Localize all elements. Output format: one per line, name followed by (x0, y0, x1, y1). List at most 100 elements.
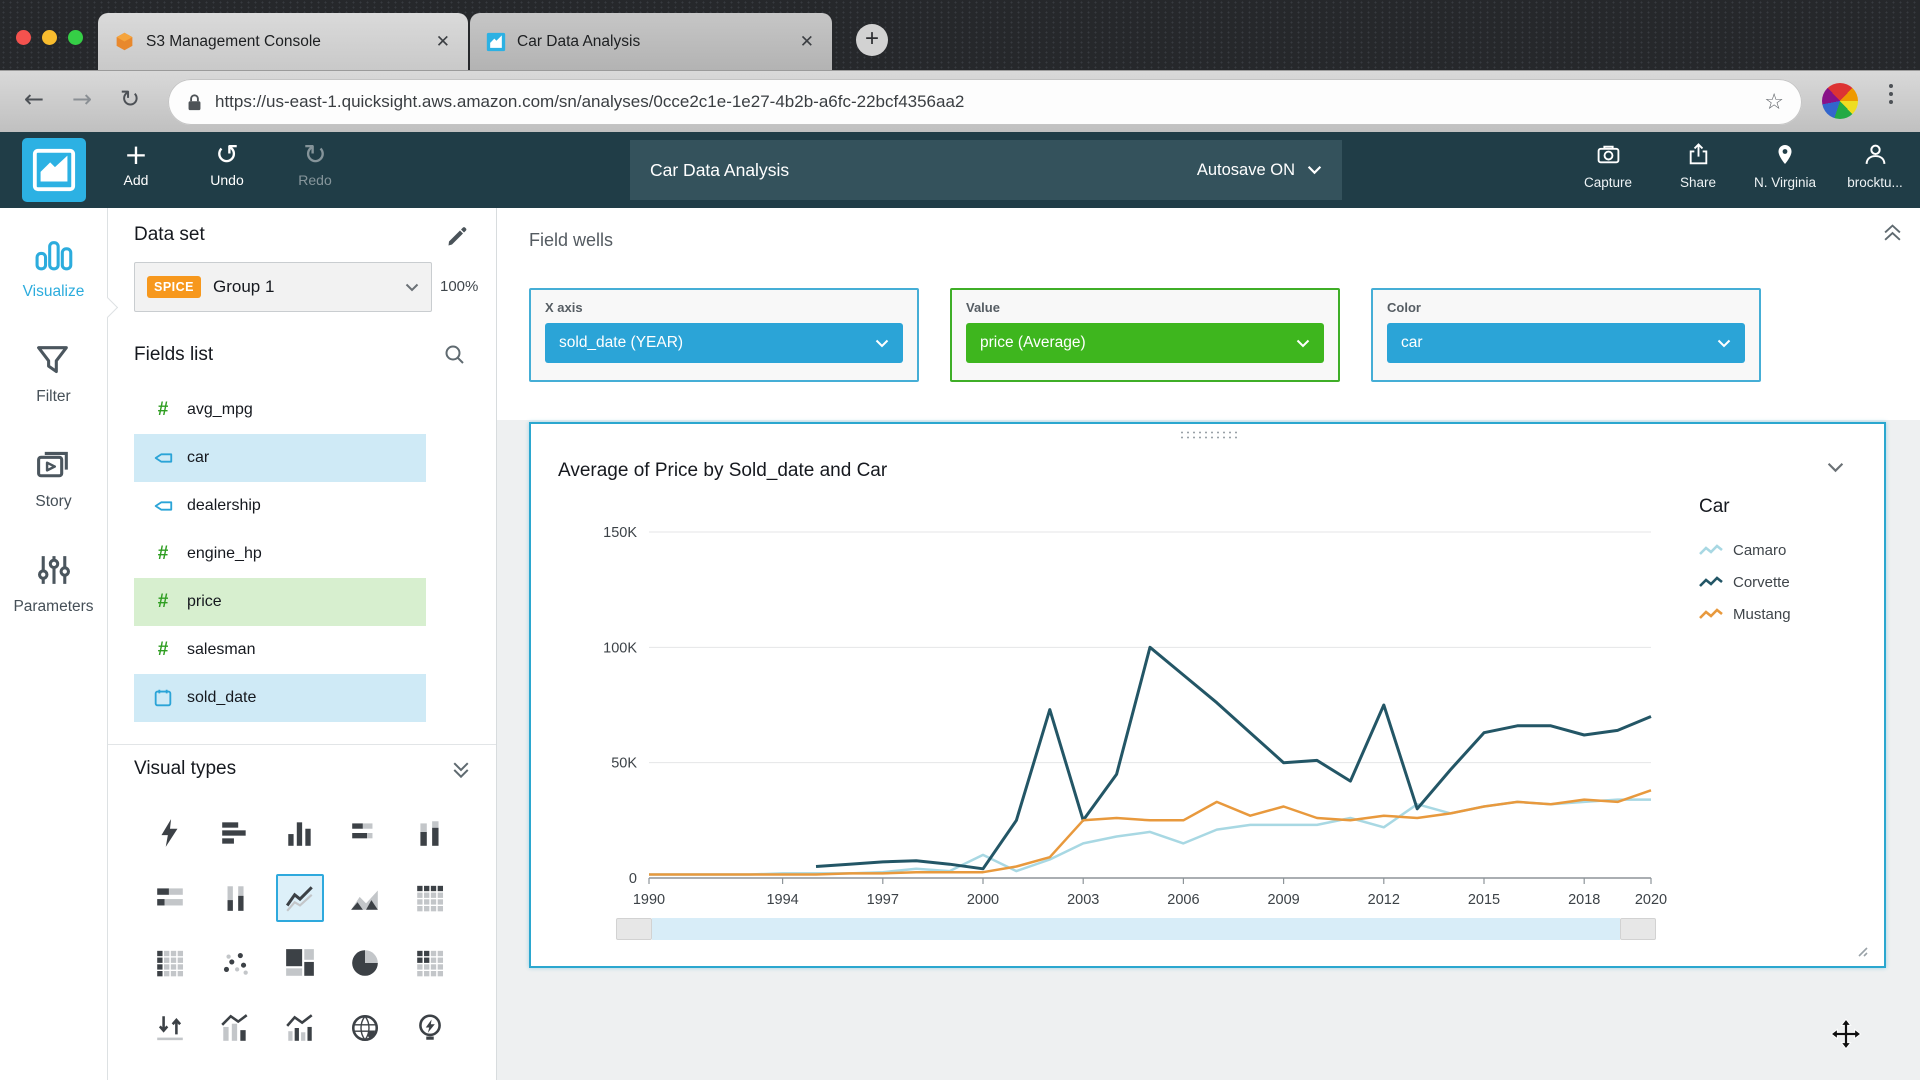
window-minimize-button[interactable] (42, 30, 57, 45)
visual-type-waterfall[interactable] (146, 1004, 194, 1052)
legend-item-mustang[interactable]: Mustang (1699, 606, 1869, 623)
visual-type-scatter-plot[interactable] (211, 939, 259, 987)
visual-type-pivot-table[interactable] (406, 939, 454, 987)
add-label: Add (123, 172, 149, 188)
visual-types-grid (146, 809, 454, 1052)
edit-pencil-icon[interactable] (446, 224, 470, 248)
sidebar-item-label: Story (35, 493, 72, 510)
new-tab-button[interactable]: + (856, 24, 888, 56)
area-chart-icon (351, 890, 378, 910)
capture-label: Capture (1583, 175, 1633, 190)
field-item-price[interactable]: # price (134, 578, 426, 626)
field-item-engine_hp[interactable]: # engine_hp (134, 530, 426, 578)
collapse-double-chevron-up-icon[interactable] (1883, 224, 1902, 242)
visual-type-combo-stacked-line[interactable] (276, 1004, 324, 1052)
double-chevron-down-icon[interactable] (452, 762, 470, 779)
visual-type-tree-map[interactable] (276, 939, 324, 987)
field-item-dealership[interactable]: dealership (134, 482, 426, 530)
field-item-car[interactable]: car (134, 434, 426, 482)
visual-type-box-columns[interactable] (211, 874, 259, 922)
back-icon[interactable]: ← (24, 85, 45, 113)
field-wells-header: Field wells (529, 230, 614, 250)
slider-track[interactable] (652, 918, 1620, 940)
svg-text:2015: 2015 (1468, 892, 1500, 908)
legend-item-camaro[interactable]: Camaro (1699, 542, 1869, 559)
visual-type-line-chart[interactable] (276, 874, 324, 922)
drag-handle-icon[interactable] (1179, 430, 1241, 441)
stacked-horizontal-bar-icon (352, 823, 373, 839)
visual-type-pie-chart[interactable] (341, 939, 389, 987)
sidebar-item-story[interactable]: Story (0, 446, 107, 511)
sidebar-item-label: Filter (36, 388, 71, 405)
well-field-pill[interactable]: price (Average) (966, 323, 1324, 363)
slider-right-handle[interactable] (1620, 918, 1656, 940)
svg-text:50K: 50K (611, 756, 637, 772)
plus-icon: + (124, 138, 148, 171)
sidebar-item-parameters[interactable]: Parameters (0, 551, 107, 616)
sidebar-item-filter[interactable]: Filter (0, 341, 107, 406)
visual-menu-chevron-icon[interactable] (1827, 462, 1844, 473)
share-button[interactable]: Share (1655, 142, 1741, 202)
search-icon[interactable] (444, 344, 466, 366)
visual-type-insights[interactable] (406, 1004, 454, 1052)
visual-type-auto-graph[interactable] (146, 809, 194, 857)
bookmark-star-icon[interactable]: ☆ (1764, 89, 1784, 115)
field-item-avg_mpg[interactable]: # avg_mpg (134, 386, 426, 434)
tab-close-icon[interactable]: ✕ (799, 31, 814, 51)
visual-type-combo-bar-line[interactable] (211, 1004, 259, 1052)
url-text: https://us-east-1.quicksight.aws.amazon.… (215, 92, 965, 111)
reload-icon[interactable]: ↻ (120, 85, 141, 113)
pie-chart-icon (352, 950, 378, 976)
browser-profile-avatar[interactable] (1822, 83, 1858, 119)
lock-icon (188, 93, 201, 110)
visual-type-vertical-bar[interactable] (276, 809, 324, 857)
capture-button[interactable]: Capture (1565, 142, 1651, 202)
sidebar-item-visualize[interactable]: Visualize (0, 236, 107, 301)
window-zoom-button[interactable] (68, 30, 83, 45)
undo-button[interactable]: ↺ Undo (190, 140, 264, 202)
window-close-button[interactable] (16, 30, 31, 45)
url-field[interactable]: https://us-east-1.quicksight.aws.amazon.… (168, 79, 1802, 125)
region-selector[interactable]: N. Virginia (1742, 142, 1828, 202)
add-button[interactable]: + Add (99, 140, 173, 202)
tab-s3-console[interactable]: S3 Management Console ✕ (98, 13, 468, 70)
quicksight-logo[interactable] (22, 138, 86, 202)
field-item-salesman[interactable]: # salesman (134, 626, 426, 674)
forward-icon[interactable]: → (72, 85, 93, 113)
visual-type-heat-map[interactable] (146, 939, 194, 987)
visual-type-area-chart[interactable] (341, 874, 389, 922)
legend-label: Mustang (1733, 606, 1791, 623)
region-pin-icon (1778, 145, 1792, 164)
visual-card[interactable]: Average of Price by Sold_date and Car 0 5… (529, 422, 1886, 968)
dataset-dropdown[interactable]: SPICE Group 1 (134, 262, 432, 312)
x-axis-range-slider[interactable] (616, 918, 1656, 940)
left-nav-items: Visualize Filter Story Parameters (0, 208, 108, 1080)
well-field-pill[interactable]: car (1387, 323, 1745, 363)
visual-type-table[interactable] (406, 874, 454, 922)
tab-car-data-analysis[interactable]: Car Data Analysis ✕ (470, 13, 832, 70)
legend-title: Car (1699, 496, 1730, 517)
user-menu[interactable]: brocktu... (1832, 142, 1918, 202)
fields-list-header: Fields list (134, 344, 214, 365)
tab-close-icon[interactable]: ✕ (435, 31, 450, 51)
visual-type-stacked-100-horizontal-bar[interactable] (146, 874, 194, 922)
autosave-chevron-icon[interactable] (1307, 165, 1322, 175)
legend-item-corvette[interactable]: Corvette (1699, 574, 1869, 591)
field-item-sold_date[interactable]: sold_date (134, 674, 426, 722)
slider-left-handle[interactable] (616, 918, 652, 940)
visualize-icon (35, 241, 72, 271)
numeric-field-icon: # (157, 399, 169, 420)
visual-type-stacked-vertical-bar[interactable] (406, 809, 454, 857)
resize-handle-icon[interactable] (1853, 942, 1869, 958)
autosave-toggle[interactable]: Autosave ON (1196, 160, 1295, 179)
tab-title: Car Data Analysis (517, 32, 641, 50)
visual-type-stacked-horizontal-bar[interactable] (341, 809, 389, 857)
well-field-pill[interactable]: sold_date (YEAR) (545, 323, 903, 363)
visual-type-horizontal-bar[interactable] (211, 809, 259, 857)
price-line-chart[interactable]: 0 50K 100K 150K 1990 1994 1997 2000 2003 2006 2009… (541, 498, 1691, 918)
redo-button[interactable]: ↻ Redo (278, 140, 352, 202)
chart-legend: Car Camaro Corvette Mustang (1699, 496, 1869, 638)
browser-menu-icon[interactable] (1889, 84, 1893, 104)
visual-type-geospatial-map[interactable] (341, 1004, 389, 1052)
